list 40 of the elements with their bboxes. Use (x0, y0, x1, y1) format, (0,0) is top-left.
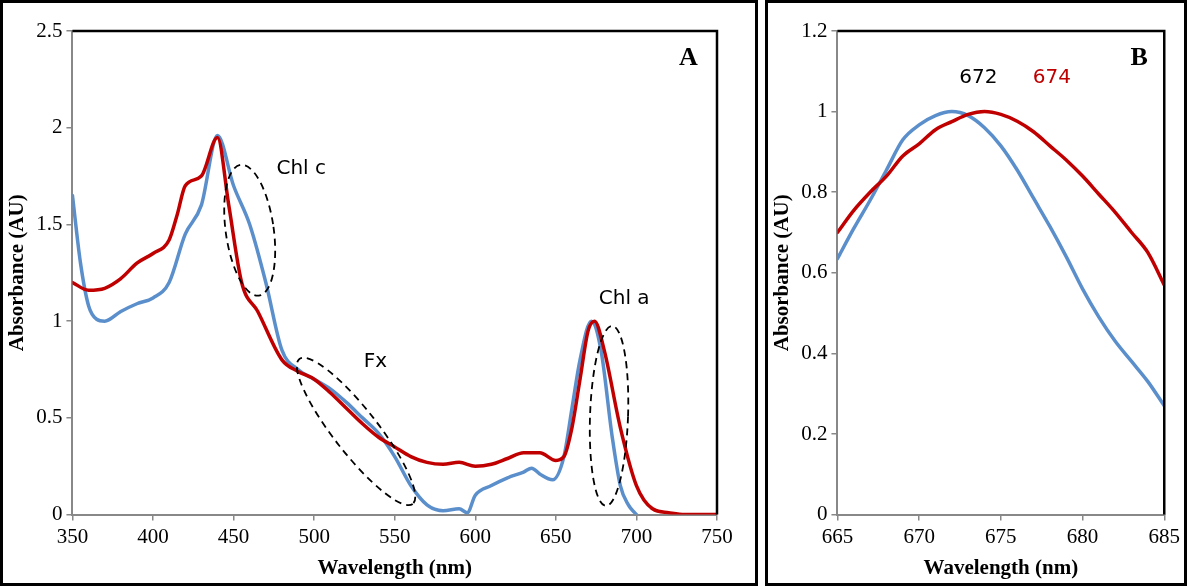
line-series (837, 109, 1165, 287)
x-tick-label: 665 (821, 523, 854, 548)
x-tick-label: 680 (1066, 523, 1099, 548)
x-tick-label: 400 (137, 523, 169, 548)
y-tick-label: 0 (816, 501, 828, 526)
y-tick-label: 0.4 (801, 339, 828, 364)
x-axis-title: Wavelength (nm) (317, 554, 473, 579)
y-tick-label: 0.2 (801, 420, 828, 445)
y-tick-label: 0.5 (36, 404, 63, 429)
x-tick-label: 700 (620, 523, 653, 548)
x-tick-label: 750 (701, 523, 733, 548)
x-tick-label: 350 (56, 523, 89, 548)
y-tick-label: 2 (51, 114, 63, 139)
x-tick-label: 500 (298, 523, 330, 548)
annotation: A (678, 42, 698, 72)
annotation: Fx (363, 347, 388, 372)
y-tick-label: 1.5 (36, 210, 63, 235)
x-tick-label: 685 (1148, 523, 1180, 548)
annotation: 672 (959, 64, 998, 89)
y-tick-label: 2.5 (36, 17, 63, 42)
y-axis-title: Absorbance (AU) (4, 194, 29, 352)
y-tick-label: 0 (51, 501, 63, 526)
annotation: 674 (1032, 64, 1071, 89)
x-axis-title: Wavelength (nm) (923, 554, 1079, 579)
x-tick-label: 600 (459, 523, 492, 548)
x-tick-label: 550 (378, 523, 411, 548)
x-tick-label: 650 (540, 523, 572, 548)
annotation: Chl c (276, 155, 327, 180)
y-tick-label: 1.2 (801, 17, 828, 42)
annotation: B (1130, 42, 1148, 72)
y-tick-label: 0.6 (801, 259, 828, 284)
y-tick-label: 0.8 (801, 178, 828, 203)
y-axis-title: Absorbance (AU) (769, 194, 794, 352)
line-series (837, 109, 1165, 408)
y-tick-label: 1 (816, 98, 828, 123)
y-tick-label: 1 (51, 307, 63, 332)
x-tick-label: 675 (985, 523, 1017, 548)
x-tick-label: 450 (217, 523, 250, 548)
x-tick-label: 670 (903, 523, 935, 548)
annotation: Chl a (598, 285, 650, 310)
